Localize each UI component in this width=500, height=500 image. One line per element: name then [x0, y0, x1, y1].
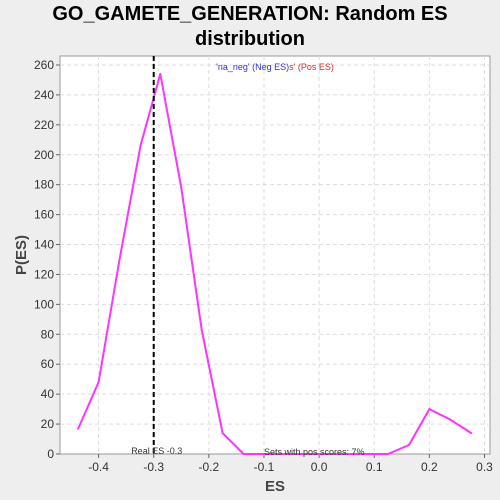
data-point: [387, 453, 390, 455]
axis-layer: 0 20 40 60 80 100 120 140 160 180 200 220 240 260 -0.4…: [34, 58, 493, 474]
y-tick-label: 100: [34, 297, 54, 311]
data-point: [345, 453, 348, 455]
real-es-label: Real ES -0.3: [131, 446, 182, 456]
plot-area: [59, 55, 491, 455]
y-tick-label: 80: [41, 327, 55, 341]
chart-title-line-1: GO_GAMETE_GENERATION: Random ES: [52, 3, 448, 25]
x-tick-label: -0.1: [254, 460, 275, 474]
y-tick-label: 220: [34, 118, 54, 132]
data-point: [366, 453, 369, 455]
y-tick-label: 120: [34, 267, 54, 281]
data-point: [97, 381, 100, 384]
data-point: [428, 408, 431, 411]
y-tick-label: 60: [41, 357, 55, 371]
data-point: [159, 72, 162, 75]
chart-title: GO_GAMETE_GENERATION: Random ES distribu…: [0, 2, 500, 52]
y-tick-label: 240: [34, 88, 54, 102]
y-tick-label: 20: [41, 417, 55, 431]
x-tick-label: -0.3: [143, 460, 164, 474]
data-point: [221, 432, 224, 435]
y-tick-label: 40: [41, 387, 55, 401]
data-point: [180, 186, 183, 189]
pos-scores-annotation: Sets with pos scores: 7%: [264, 447, 365, 457]
y-tick-label: 0: [47, 447, 54, 461]
y-tick-label: 140: [34, 238, 54, 252]
legend-neg: 'na_neg' (Neg ES): [216, 62, 289, 72]
y-tick-label: 200: [34, 148, 54, 162]
data-point: [200, 328, 203, 331]
x-tick-label: -0.2: [199, 460, 220, 474]
es-distribution-line: [77, 73, 472, 455]
data-point: [77, 427, 80, 430]
x-tick-label: 0.3: [476, 460, 493, 474]
x-tick-label: -0.4: [88, 460, 109, 474]
data-point: [242, 453, 245, 455]
legend: 'na_neg' (Neg ES)s' (Pos ES): [216, 62, 334, 72]
data-point: [117, 261, 120, 264]
y-tick-label: 180: [34, 178, 54, 192]
x-tick-label: 0.1: [366, 460, 383, 474]
data-point: [304, 453, 307, 455]
data-point: [449, 418, 452, 421]
series-layer: [77, 56, 473, 455]
y-axis-label: P(ES): [13, 235, 30, 275]
data-point: [139, 144, 142, 147]
data-point: [470, 432, 473, 435]
data-point: [325, 453, 328, 455]
data-point: [407, 444, 410, 447]
y-tick-label: 260: [34, 58, 54, 72]
y-tick-label: 160: [34, 208, 54, 222]
x-axis-label: ES: [265, 478, 285, 495]
legend-pos: s' (Pos ES): [289, 62, 334, 72]
data-point: [283, 453, 286, 455]
x-tick-label: 0.2: [421, 460, 438, 474]
x-tick-label: 0.0: [311, 460, 328, 474]
chart-title-line-2: distribution: [195, 28, 305, 50]
data-point: [262, 453, 265, 455]
